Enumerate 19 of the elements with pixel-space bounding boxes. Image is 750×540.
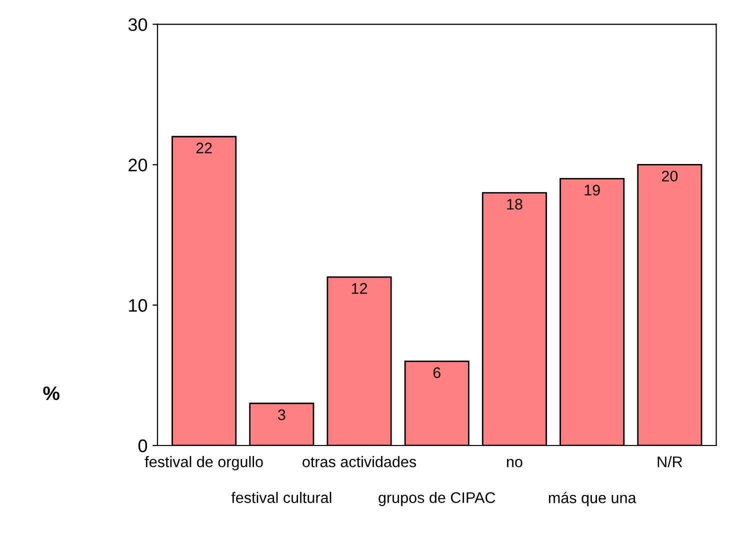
x-tick-label: festival de orgullo <box>144 456 263 470</box>
x-tick-label: otras actividades <box>302 456 416 468</box>
data-label: 6 <box>433 367 440 378</box>
x-tick-label: N/R <box>658 456 682 468</box>
y-tick-label: 0 <box>138 439 148 452</box>
data-label: 20 <box>662 170 678 182</box>
y-tick-label: 20 <box>128 158 148 172</box>
data-label: 18 <box>507 198 522 210</box>
x-tick-label: más que una <box>548 492 636 506</box>
x-tick-label: grupos de CIPAC <box>378 492 496 506</box>
y-axis-title: % <box>43 386 60 400</box>
x-tick-label: no <box>507 458 522 468</box>
x-tick-label: festival cultural <box>231 492 332 504</box>
y-tick-label: 10 <box>129 299 148 312</box>
data-label: 12 <box>352 283 367 294</box>
y-tick-label: 30 <box>128 18 148 32</box>
data-label: 19 <box>584 184 600 196</box>
data-label: 22 <box>196 142 212 154</box>
data-label: 3 <box>278 409 286 420</box>
